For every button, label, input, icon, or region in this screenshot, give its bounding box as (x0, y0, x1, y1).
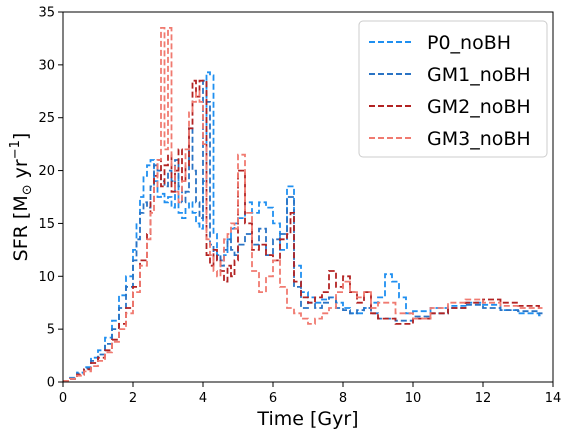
x-tick-label: 12 (475, 391, 492, 406)
series-line-GM2_noBH (63, 79, 543, 382)
legend-items: P0_noBH GM1_noBH GM2_noBH GM3_noBH (369, 32, 531, 150)
plot-frame (62, 11, 554, 383)
ticks-layer: 0 2 4 6 8 10 12 14 0 5 10 15 20 25 30 35 (38, 6, 561, 407)
x-tick-label: 14 (545, 391, 562, 406)
y-tick-label: 10 (38, 270, 55, 285)
y-tick-label: 5 (47, 323, 55, 338)
x-tick-label: 10 (405, 391, 422, 406)
legend-box (358, 20, 548, 158)
y-tick-label: 30 (38, 58, 55, 73)
y-tick-label: 25 (38, 111, 55, 126)
y-tick-label: 35 (38, 6, 55, 21)
y-label-sun: ⊙ (20, 184, 35, 195)
legend-label: GM3_noBH (427, 128, 531, 150)
y-tick-label: 15 (38, 217, 55, 232)
x-tick-label: 0 (59, 391, 67, 406)
x-tick-label: 8 (339, 391, 347, 406)
y-label-exponent: −1 (8, 140, 23, 159)
legend: P0_noBH GM1_noBH GM2_noBH GM3_noBH (358, 20, 548, 158)
x-tick-label: 2 (129, 391, 137, 406)
y-tick-label: 20 (38, 164, 55, 179)
series-line-P0_noBH (63, 71, 543, 382)
y-axis-label: SFR [M⊙ yr−1] (8, 133, 35, 262)
y-tick-label: 0 (47, 376, 55, 391)
series-layer (63, 27, 543, 382)
series-line-GM3_noBH (63, 27, 543, 382)
y-label-main: SFR [M (10, 195, 32, 261)
y-label-close: ] (10, 133, 32, 140)
x-axis-label: Time [Gyr] (256, 408, 358, 430)
y-label-unit: yr (10, 159, 32, 184)
legend-label: GM1_noBH (427, 64, 531, 86)
legend-label: GM2_noBH (427, 96, 531, 118)
x-tick-label: 4 (199, 391, 207, 406)
x-tick-label: 6 (269, 391, 277, 406)
legend-label: P0_noBH (427, 32, 511, 54)
